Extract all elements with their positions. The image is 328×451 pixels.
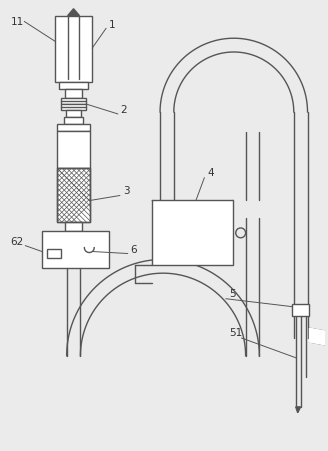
Polygon shape [296, 407, 301, 413]
Bar [57, 168, 90, 222]
Bar [292, 304, 310, 317]
Bar [42, 231, 109, 268]
Bar [66, 110, 81, 117]
Bar [152, 200, 233, 265]
Bar [57, 131, 90, 168]
Bar [59, 83, 88, 89]
Text: 11: 11 [10, 17, 24, 27]
Text: 62: 62 [10, 237, 24, 247]
Bar [47, 249, 61, 258]
Polygon shape [57, 168, 90, 222]
Bar [57, 168, 90, 222]
Polygon shape [68, 9, 79, 16]
Text: 2: 2 [121, 105, 127, 115]
Text: 4: 4 [207, 168, 214, 178]
Bar [65, 222, 82, 231]
Bar [65, 89, 82, 98]
Bar [64, 117, 83, 124]
Bar [55, 16, 92, 83]
Text: 51: 51 [229, 328, 242, 338]
Bar [57, 124, 90, 131]
Bar [61, 104, 86, 110]
Polygon shape [310, 328, 328, 346]
Bar [61, 98, 86, 104]
Text: 5: 5 [229, 289, 236, 299]
Text: 3: 3 [123, 186, 129, 196]
Text: 1: 1 [109, 20, 115, 31]
Text: 6: 6 [131, 244, 137, 254]
